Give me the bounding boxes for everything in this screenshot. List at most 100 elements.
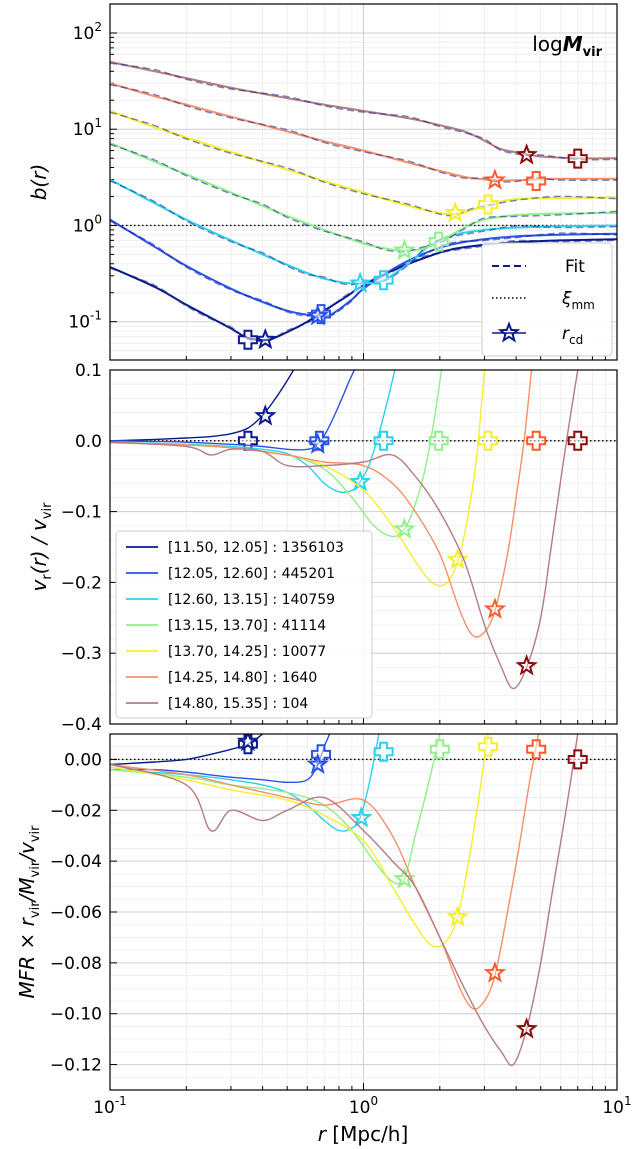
rcross-marker xyxy=(373,270,394,291)
rcd-star-marker xyxy=(483,961,507,983)
legend-entry-label: [14.25, 14.80] : 1640 xyxy=(168,670,317,686)
mass-bin-legend-box xyxy=(115,530,373,719)
rcd-star-marker xyxy=(348,271,372,294)
velocity-y-tick-label: 0.1 xyxy=(75,361,102,381)
rcd-star-marker xyxy=(443,200,467,223)
bias-y-tick-label: 101 xyxy=(73,116,102,140)
series-line xyxy=(110,370,443,538)
series-line xyxy=(110,141,617,252)
x-tick-label: 100 xyxy=(349,1094,378,1118)
bias-y-tick-label: 102 xyxy=(73,20,102,44)
rcd-star-marker xyxy=(446,547,469,570)
series-line xyxy=(110,370,579,690)
legend-entry-label: [14.80, 15.35] : 104 xyxy=(168,696,308,712)
rcd-star-marker xyxy=(483,168,507,190)
series-line xyxy=(110,178,617,285)
top-y-axis-label: b(r) xyxy=(27,164,51,201)
middle-y-axis-label: vr(r) / vvir xyxy=(27,502,55,592)
series-line xyxy=(110,734,331,784)
series-line xyxy=(110,370,396,494)
rcross-marker xyxy=(237,329,258,350)
velocity-y-tick-label: −0.3 xyxy=(61,644,102,664)
rcd-star-marker xyxy=(236,734,260,752)
rcross-marker xyxy=(567,749,588,770)
rcross-marker xyxy=(478,430,499,451)
fit-line xyxy=(110,143,617,253)
series-line xyxy=(110,370,533,638)
fit-line xyxy=(110,83,617,183)
rcd-star-marker xyxy=(483,597,507,619)
legend-entry-label: [12.05, 12.60] : 445201 xyxy=(168,566,335,582)
mfr-y-tick-label: −0.06 xyxy=(50,903,102,923)
top-legend-box xyxy=(481,242,613,357)
velocity-plot-area xyxy=(110,370,617,690)
fit-line xyxy=(110,239,617,343)
rcross-marker xyxy=(373,430,394,451)
rcd-star-marker xyxy=(446,905,469,927)
mfr-y-tick-label: −0.08 xyxy=(50,954,102,974)
velocity-y-tick-label: −0.2 xyxy=(61,573,102,593)
top-legend: Fit ξmm rcd xyxy=(481,242,613,357)
series-line xyxy=(110,370,295,442)
mfr-y-tick-label: 0.00 xyxy=(64,750,102,770)
rcd-star-marker xyxy=(515,653,538,676)
bias-frame xyxy=(109,3,618,361)
rcd-star-marker xyxy=(254,404,277,426)
rcross-marker xyxy=(526,739,547,760)
mfr-frame xyxy=(109,733,618,1091)
bias-y-tick-label: 100 xyxy=(73,212,102,236)
rcd-star-marker xyxy=(393,238,416,261)
bottom-y-axis-label: MFR × rvir/Mvir/vvir xyxy=(15,825,43,999)
series-line xyxy=(110,734,380,832)
rcd-star-marker xyxy=(306,752,330,775)
rcd-star-marker xyxy=(306,432,330,454)
legend-entry-label: [13.15, 13.70] : 41114 xyxy=(168,618,326,634)
series-line xyxy=(110,109,617,216)
velocity-frame xyxy=(109,369,618,725)
legend-entry-label: [12.60, 13.15] : 140759 xyxy=(168,592,335,608)
mass-flow-rate-panel: 0.00 −0.02 −0.04 −0.06 −0.08 −0.10 −0.12 10-1 10… xyxy=(50,733,632,1118)
rcd-star-marker xyxy=(349,805,373,828)
rcross-marker xyxy=(429,739,450,760)
rcd-star-marker xyxy=(515,143,538,165)
rcross-marker xyxy=(428,430,449,451)
mfr-plot-area xyxy=(110,734,617,1067)
fit-line xyxy=(110,111,617,217)
rcd-star-marker xyxy=(393,517,416,539)
legend-rcd-star xyxy=(497,321,521,343)
legend-entry-label: [13.70, 14.25] : 10077 xyxy=(168,644,326,660)
mass-bin-legend: [11.50, 12.05] : 1356103 [12.05, 12.60] :… xyxy=(115,530,373,719)
series-line xyxy=(110,734,579,1067)
series-line xyxy=(110,218,617,317)
rcross-marker xyxy=(526,430,547,451)
rcross-marker xyxy=(567,148,588,169)
velocity-y-tick-label: −0.1 xyxy=(61,503,102,523)
legend-xi-label: ξmm xyxy=(561,289,595,312)
mfr-y-tick-label: −0.02 xyxy=(50,801,102,821)
rcd-star-marker xyxy=(515,1017,538,1039)
mfr-y-tick-label: −0.04 xyxy=(50,852,102,872)
series-line xyxy=(110,734,441,885)
fit-line xyxy=(110,220,617,317)
chart-title: logMvir xyxy=(532,32,602,60)
bias-y-tick-label: 10-1 xyxy=(68,309,102,333)
rcd-star-marker xyxy=(348,470,372,492)
x-tick-label: 101 xyxy=(602,1094,631,1118)
rcd-star-marker xyxy=(306,304,330,326)
x-tick-label: 10-1 xyxy=(93,1094,127,1118)
velocity-y-tick-label: −0.4 xyxy=(61,715,102,735)
series-line xyxy=(110,370,356,451)
rcross-marker xyxy=(311,304,331,325)
rcross-marker xyxy=(567,430,588,451)
mfr-y-tick-label: −0.10 xyxy=(50,1005,102,1025)
rcross-marker xyxy=(373,741,394,762)
fit-line xyxy=(110,180,617,286)
series-line xyxy=(110,734,489,948)
rcross-marker xyxy=(526,171,547,191)
rcross-marker xyxy=(237,734,258,755)
rcd-star-marker xyxy=(254,327,277,350)
velocity-y-tick-label: 0.0 xyxy=(75,432,102,452)
mfr-y-tick-label: −0.12 xyxy=(50,1056,102,1076)
legend-entry-label: [11.50, 12.05] : 1356103 xyxy=(168,540,344,556)
